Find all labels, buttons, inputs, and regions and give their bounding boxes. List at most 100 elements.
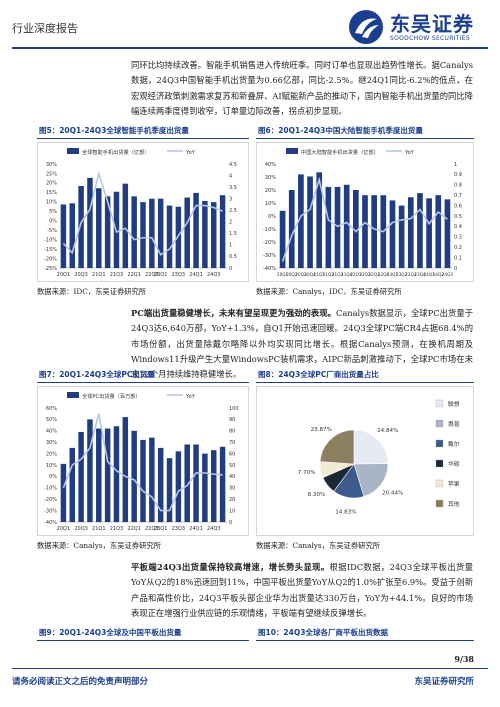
fig5-caption-rule <box>37 138 249 139</box>
y-right-tick-label: 90 <box>229 417 235 423</box>
fig6-caption-rule <box>256 138 474 139</box>
x-tick-label: 20Q1 <box>57 526 70 532</box>
y-left-tick-label: -40% <box>44 520 57 526</box>
pie-label-华硕: 8.30% <box>308 492 326 498</box>
y-left-tick-label: 40% <box>46 429 57 435</box>
y-right-tick-label: 0.4 <box>454 224 462 230</box>
legend-bar-swatch <box>67 392 79 398</box>
x-tick-label: 23Q3 <box>405 272 417 277</box>
y-right-tick-label: 2 <box>229 220 232 226</box>
fig8-source: 数据来源：Canalys，东吴证券研究所 <box>256 541 381 550</box>
fig6-caption: 图6：20Q1-24Q3中国大陆智能手机季度出货量 <box>258 126 423 135</box>
pie-label-戴尔: 14.83% <box>335 509 356 515</box>
bar-20Q4 <box>87 177 93 268</box>
x-tick-label: 21Q4 <box>341 272 353 277</box>
y-right-tick-label: 70 <box>229 440 235 446</box>
bar-24Q2 <box>210 202 217 268</box>
bar-20Q2 <box>69 447 76 522</box>
y-right-tick-label: 30 <box>229 486 235 492</box>
y-right-tick-label: 0.1 <box>454 255 462 261</box>
bar-22Q1 <box>353 190 359 268</box>
x-tick-label: 24Q1 <box>189 272 202 278</box>
bar-21Q2 <box>104 196 111 268</box>
x-tick-label: 20Q3 <box>295 272 307 277</box>
footer-institute: 东吴证券研究所 <box>414 677 474 687</box>
chart-frame <box>37 386 249 536</box>
bar-24Q1 <box>202 200 208 268</box>
paragraph-2-body: Canalys数据显示，全球PC出货量于24Q3达6,640万部，YoY+1.3… <box>131 308 473 380</box>
legend-bar-label: 全球PC出货量（百万部） <box>82 392 141 400</box>
bar-23Q3 <box>407 197 414 268</box>
bar-20Q2 <box>69 203 76 268</box>
bar-20Q1 <box>279 210 286 268</box>
x-tick-label: 21Q3 <box>110 272 123 278</box>
y-right-tick-label: 20 <box>229 497 235 503</box>
y-left-tick-label: 60% <box>46 406 57 412</box>
fig7-source: 数据来源：Canalys，东吴证券研究所 <box>37 541 162 550</box>
bar-24Q3 <box>444 199 451 268</box>
body-paragraph-2: PC端出货量稳健增长，未来有望呈现更为强劲的表现。Canalys数据显示，全球P… <box>131 306 473 382</box>
bar-22Q2 <box>140 439 146 522</box>
y-left-tick-label: -30% <box>44 508 57 514</box>
y-left-tick-label: 10% <box>265 201 276 207</box>
bar-20Q1 <box>60 463 67 522</box>
y-left-tick-label: 10% <box>46 463 57 469</box>
yoy-line <box>62 170 223 256</box>
legend-swatch-戴尔 <box>435 439 444 448</box>
chart-frame <box>256 142 474 282</box>
x-tick-label: 22Q4 <box>378 272 390 277</box>
y-left-tick-label: -25% <box>44 266 57 272</box>
bar-21Q1 <box>96 428 102 522</box>
y-right-tick-label: 4 <box>229 173 232 179</box>
bar-21Q2 <box>325 186 332 268</box>
bar-24Q1 <box>426 198 432 268</box>
fig6-source: 数据来源：Canalys，IDC，东吴证券研究所 <box>256 287 402 296</box>
y-right-tick-label: 3 <box>229 196 232 202</box>
footer-disclaimer: 请务必阅读正文之后的免责声明部分 <box>12 677 149 687</box>
brand-logo: 东吴证券 SOODCHOW SECURITIES <box>348 9 474 45</box>
x-tick-label: 21Q3 <box>332 272 344 277</box>
section-title: 行业深度报告 <box>12 22 78 35</box>
bar-23Q1 <box>166 205 173 268</box>
bar-20Q3 <box>78 431 84 522</box>
x-tick-label: 20Q2 <box>286 272 298 277</box>
bar-24Q1 <box>202 453 208 522</box>
fig9-caption: 图9：20Q1-24Q3全球及中国平板出货量 <box>39 628 182 637</box>
soochow-logo-icon <box>349 10 383 44</box>
legend-label-华硕: 华硕 <box>448 460 460 468</box>
y-left-tick-label: 0% <box>268 214 276 220</box>
y-left-tick-label: 20% <box>265 188 276 194</box>
fig5-source: 数据来源：IDC，东吴证券研究所 <box>37 287 147 296</box>
y-right-tick-label: 1.5 <box>229 231 237 237</box>
x-tick-label: 20Q3 <box>74 526 87 532</box>
chart-frame <box>256 386 474 536</box>
fig6-chart: 中国大陆智能手机出货量（亿部） YoY 40% 30% 20% 10% 0% -10% -20%… <box>256 142 474 282</box>
pie-slice-联想 <box>353 429 389 465</box>
y-left-tick-label: 50% <box>46 417 57 423</box>
bar-23Q4 <box>193 192 199 268</box>
header-divider <box>12 47 488 49</box>
y-right-tick-label: 0.2 <box>454 245 462 251</box>
y-left-tick-label: 10% <box>46 200 57 206</box>
body-paragraph-3: 平板端24Q3出货量保持较高增速，增长势头显现。根据IDC数据，24Q3全球平板… <box>131 560 473 621</box>
x-tick-label: 22Q1 <box>127 526 140 532</box>
y-right-tick-label: 1 <box>229 243 232 249</box>
bar-20Q3 <box>78 185 84 268</box>
bar-23Q4 <box>417 193 423 268</box>
bar-21Q4 <box>122 417 129 522</box>
fig5-chart: 全球智能手机出货量（亿部） YoY 30% 25% 20% 15% 10% 5% 0% -5% -1… <box>37 142 249 282</box>
y-right-tick-label: 0.8 <box>454 183 462 189</box>
fig9-caption-rule <box>37 640 249 641</box>
pie-slice-其他 <box>319 429 355 465</box>
x-tick-label: 22Q2 <box>359 272 371 277</box>
brand-name-en: SOODCHOW SECURITIES <box>390 34 470 42</box>
y-left-tick-label: -15% <box>44 247 57 253</box>
y-left-tick-label: -10% <box>263 227 276 233</box>
bar-22Q3 <box>149 437 155 522</box>
fig8-chart: 24.84% 20.44% 14.83% 8.30% 7.70% 23.87% 联想惠普戴尔… <box>256 386 474 536</box>
x-tick-label: 24Q3 <box>207 272 220 278</box>
y-left-tick-label: 15% <box>46 190 57 196</box>
y-left-tick-label: -5% <box>47 228 57 234</box>
yoy-line <box>281 176 448 262</box>
pie-label-其他: 23.87% <box>311 427 332 433</box>
